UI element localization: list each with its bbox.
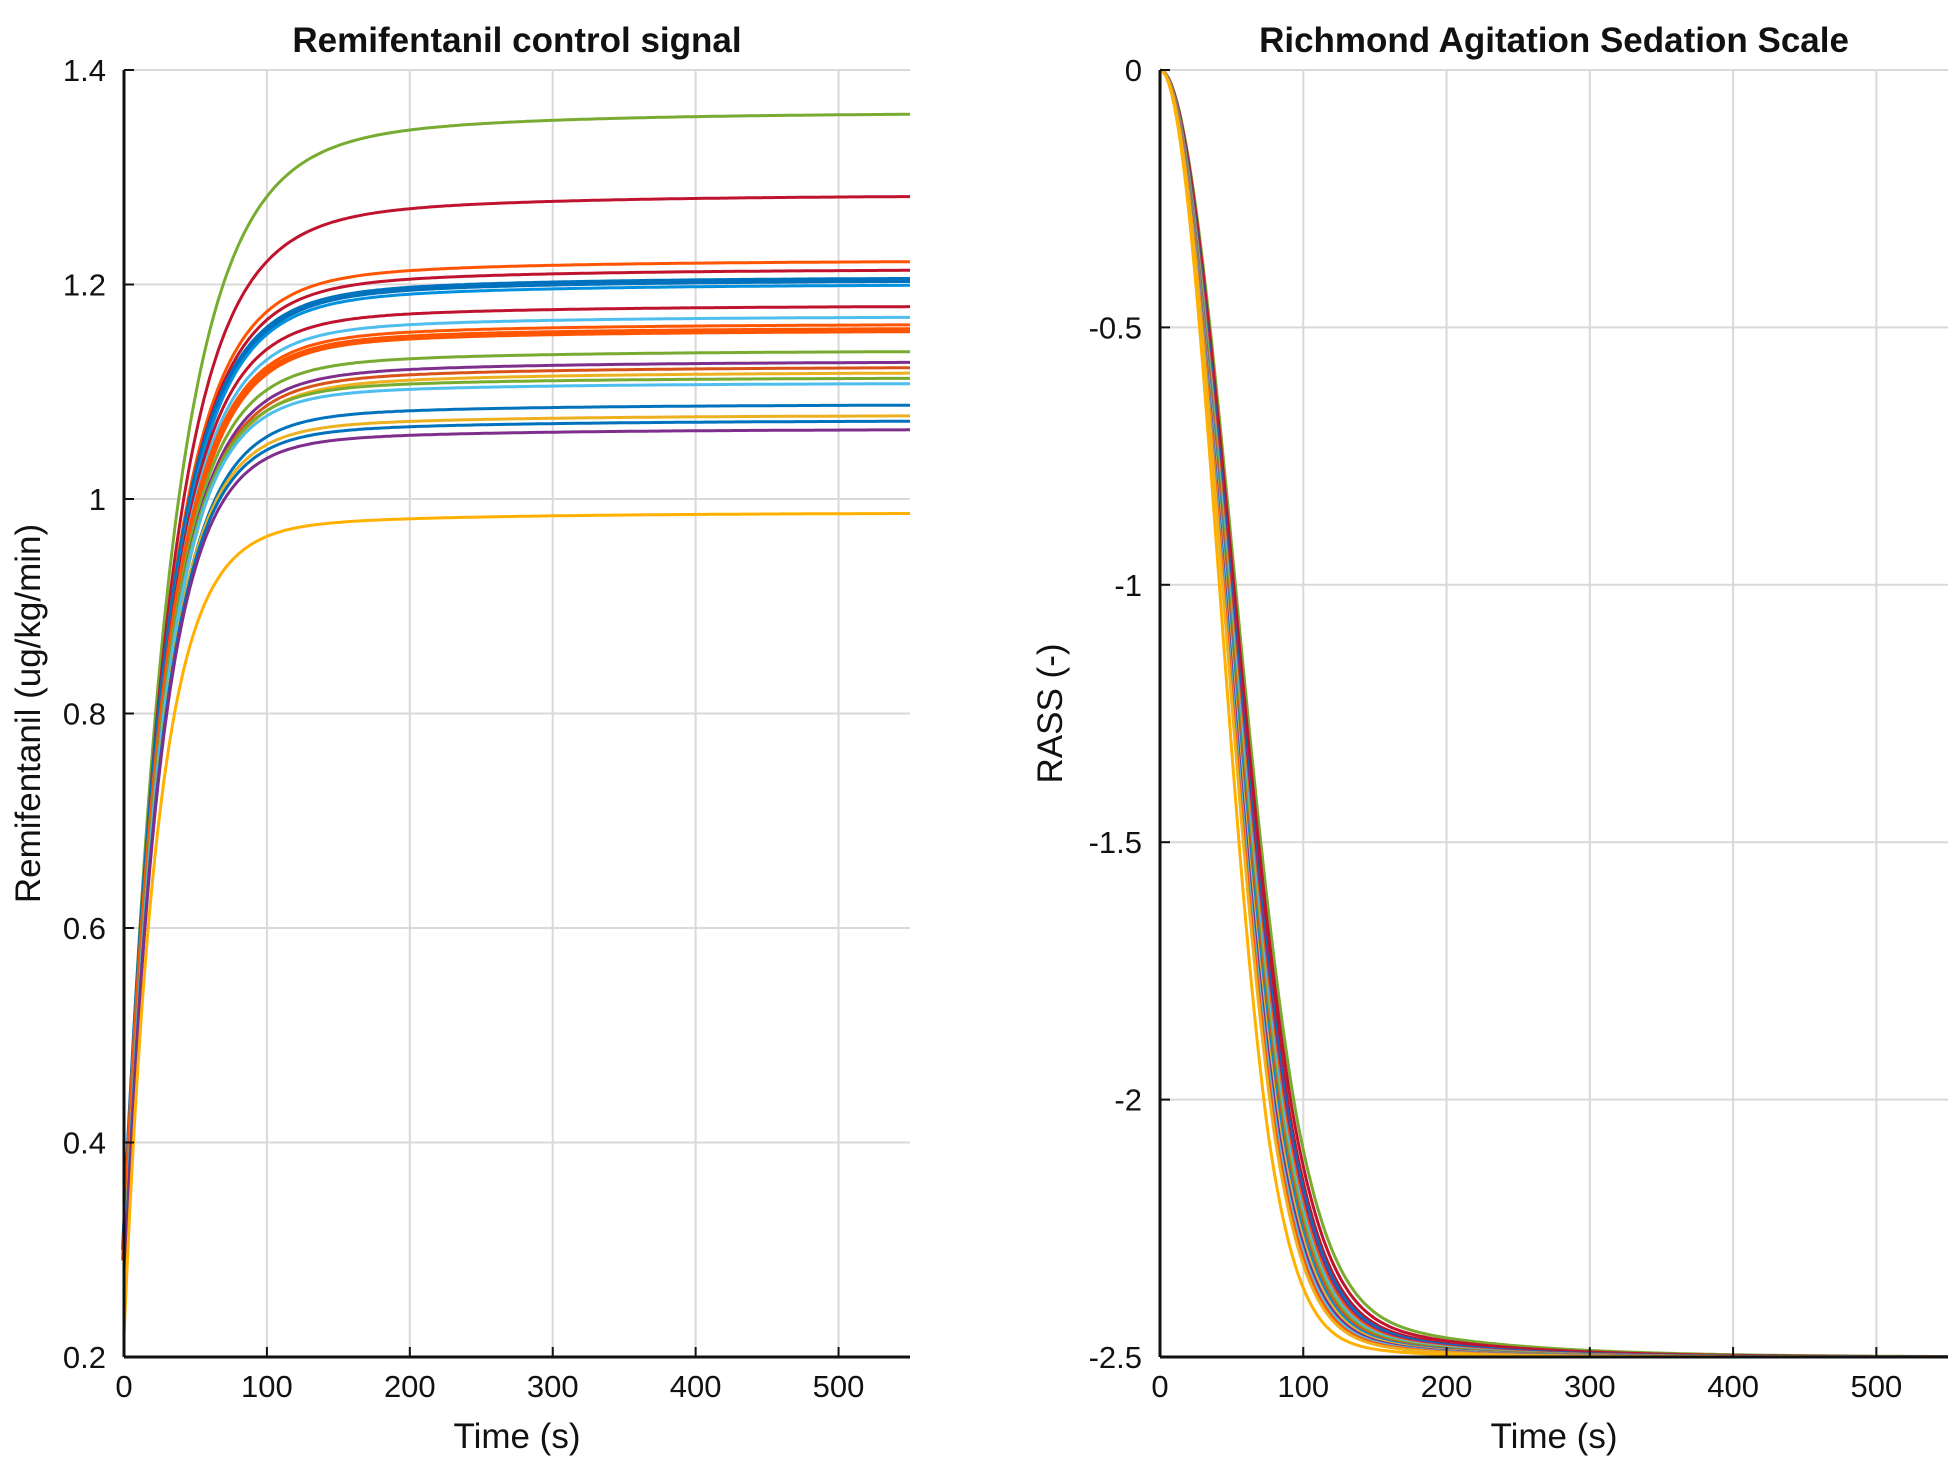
- chart-remifentanil: 0 100 200 300 400 500 0.2 0.4 0.6 0.8 1 1.2 1.4 Remi…: [9, 21, 910, 1456]
- chart-title: Richmond Agitation Sedation Scale: [1259, 21, 1849, 60]
- x-tick-label: 100: [241, 1369, 293, 1404]
- x-tick-label: 200: [384, 1369, 436, 1404]
- series-line-15: [1159, 68, 1948, 1359]
- axes: [1158, 69, 1948, 1359]
- x-tick-label: 0: [115, 1369, 132, 1404]
- x-axis-label: Time (s): [1490, 1417, 1617, 1456]
- tick-labels: 0 100 200 300 400 500 -2.5 -2 -1.5 -1 -0.5 0: [1089, 53, 1903, 1404]
- series-line-20: [122, 428, 910, 1293]
- series-line-1: [122, 112, 910, 1229]
- x-tick-label: 500: [1850, 1369, 1902, 1404]
- y-tick-label: 0.2: [63, 1340, 106, 1375]
- series-line-14: [122, 371, 910, 1272]
- x-tick-label: 500: [813, 1369, 865, 1404]
- series-line-5: [121, 277, 910, 1250]
- tick-labels: 0 100 200 300 400 500 0.2 0.4 0.6 0.8 1 1.2 1.4: [63, 53, 865, 1404]
- x-tick-label: 400: [1707, 1369, 1759, 1404]
- series-line-18: [122, 414, 910, 1293]
- axes: [122, 69, 910, 1359]
- series-line-7: [122, 305, 910, 1261]
- series-line-15: [122, 376, 910, 1282]
- series-line-4: [122, 268, 910, 1250]
- y-axis-label: RASS (-): [1031, 644, 1070, 784]
- y-tick-label: 1: [89, 482, 106, 517]
- y-tick-label: -2: [1114, 1083, 1142, 1118]
- series-line-12: [122, 360, 910, 1272]
- y-tick-label: 1.2: [63, 268, 106, 303]
- y-tick-label: 0.4: [63, 1126, 106, 1161]
- series-lines: [121, 112, 910, 1336]
- series-line-16: [122, 382, 910, 1282]
- series-line-6: [122, 283, 910, 1250]
- y-axis-label: Remifentanil (ug/kg/min): [9, 524, 48, 903]
- series-line-3: [122, 260, 910, 1250]
- series-line-8: [122, 315, 910, 1261]
- series-line-10: [121, 327, 910, 1261]
- y-tick-label: 0.6: [63, 911, 106, 946]
- series-line-9: [122, 323, 910, 1261]
- series-line-21: [122, 512, 910, 1336]
- series-line-11: [122, 350, 910, 1272]
- x-tick-label: 300: [527, 1369, 579, 1404]
- x-tick-label: 0: [1151, 1369, 1168, 1404]
- y-tick-label: -1.5: [1089, 825, 1142, 860]
- y-tick-label: 0.8: [63, 697, 106, 732]
- x-tick-label: 100: [1277, 1369, 1329, 1404]
- y-tick-label: -1: [1114, 568, 1142, 603]
- y-tick-label: 1.4: [63, 53, 106, 88]
- series-line-2: [122, 195, 910, 1240]
- x-tick-label: 300: [1564, 1369, 1616, 1404]
- y-tick-label: -2.5: [1089, 1340, 1142, 1375]
- x-tick-label: 200: [1421, 1369, 1473, 1404]
- series-line-13: [122, 366, 910, 1272]
- series-lines: [1159, 68, 1949, 1359]
- series-line-19: [122, 419, 910, 1293]
- y-tick-label: -0.5: [1089, 310, 1142, 345]
- chart-rass: 0 100 200 300 400 500 -2.5 -2 -1.5 -1 -0.5 0 Richmo…: [1031, 21, 1949, 1456]
- series-line-17: [122, 403, 910, 1282]
- y-tick-label: 0: [1125, 53, 1142, 88]
- x-axis-label: Time (s): [453, 1417, 580, 1456]
- chart-title: Remifentanil control signal: [292, 21, 741, 60]
- x-tick-label: 400: [670, 1369, 722, 1404]
